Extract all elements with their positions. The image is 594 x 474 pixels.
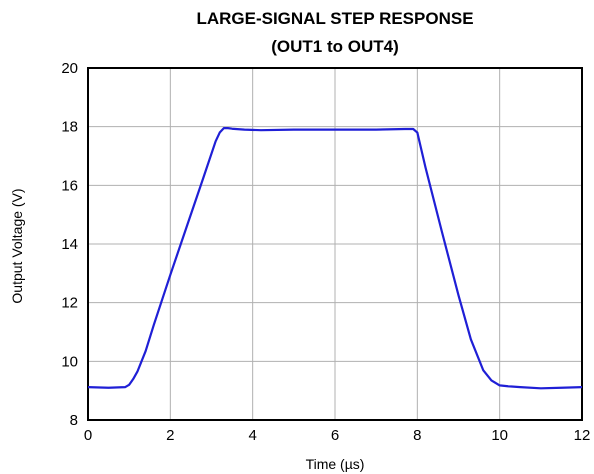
x-tick-label: 6 — [331, 427, 339, 444]
y-tick-label: 18 — [61, 119, 78, 136]
x-tick-label: 0 — [84, 427, 92, 444]
x-tick-label: 4 — [248, 427, 256, 444]
x-tick-label: 8 — [413, 427, 421, 444]
chart-subtitle: (OUT1 to OUT4) — [271, 37, 399, 56]
y-tick-labels: 8 10 12 14 16 18 20 — [61, 60, 78, 429]
x-tick-label: 2 — [166, 427, 174, 444]
y-tick-label: 14 — [61, 236, 78, 253]
x-tick-label: 10 — [491, 427, 508, 444]
x-tick-labels: 0 2 4 6 8 10 12 — [84, 427, 591, 444]
x-tick-label: 12 — [574, 427, 591, 444]
y-tick-label: 10 — [61, 353, 78, 370]
plot-frame — [87, 67, 583, 421]
y-axis-label: Output Voltage (V) — [9, 188, 25, 303]
chart-title: LARGE-SIGNAL STEP RESPONSE — [196, 9, 473, 28]
series-line — [87, 127, 583, 390]
x-axis-label: Time (µs) — [306, 456, 365, 472]
y-tick-label: 16 — [61, 177, 78, 194]
y-tick-label: 20 — [61, 60, 78, 77]
grid — [88, 68, 582, 420]
y-tick-label: 12 — [61, 295, 78, 312]
y-tick-label: 8 — [70, 412, 78, 429]
